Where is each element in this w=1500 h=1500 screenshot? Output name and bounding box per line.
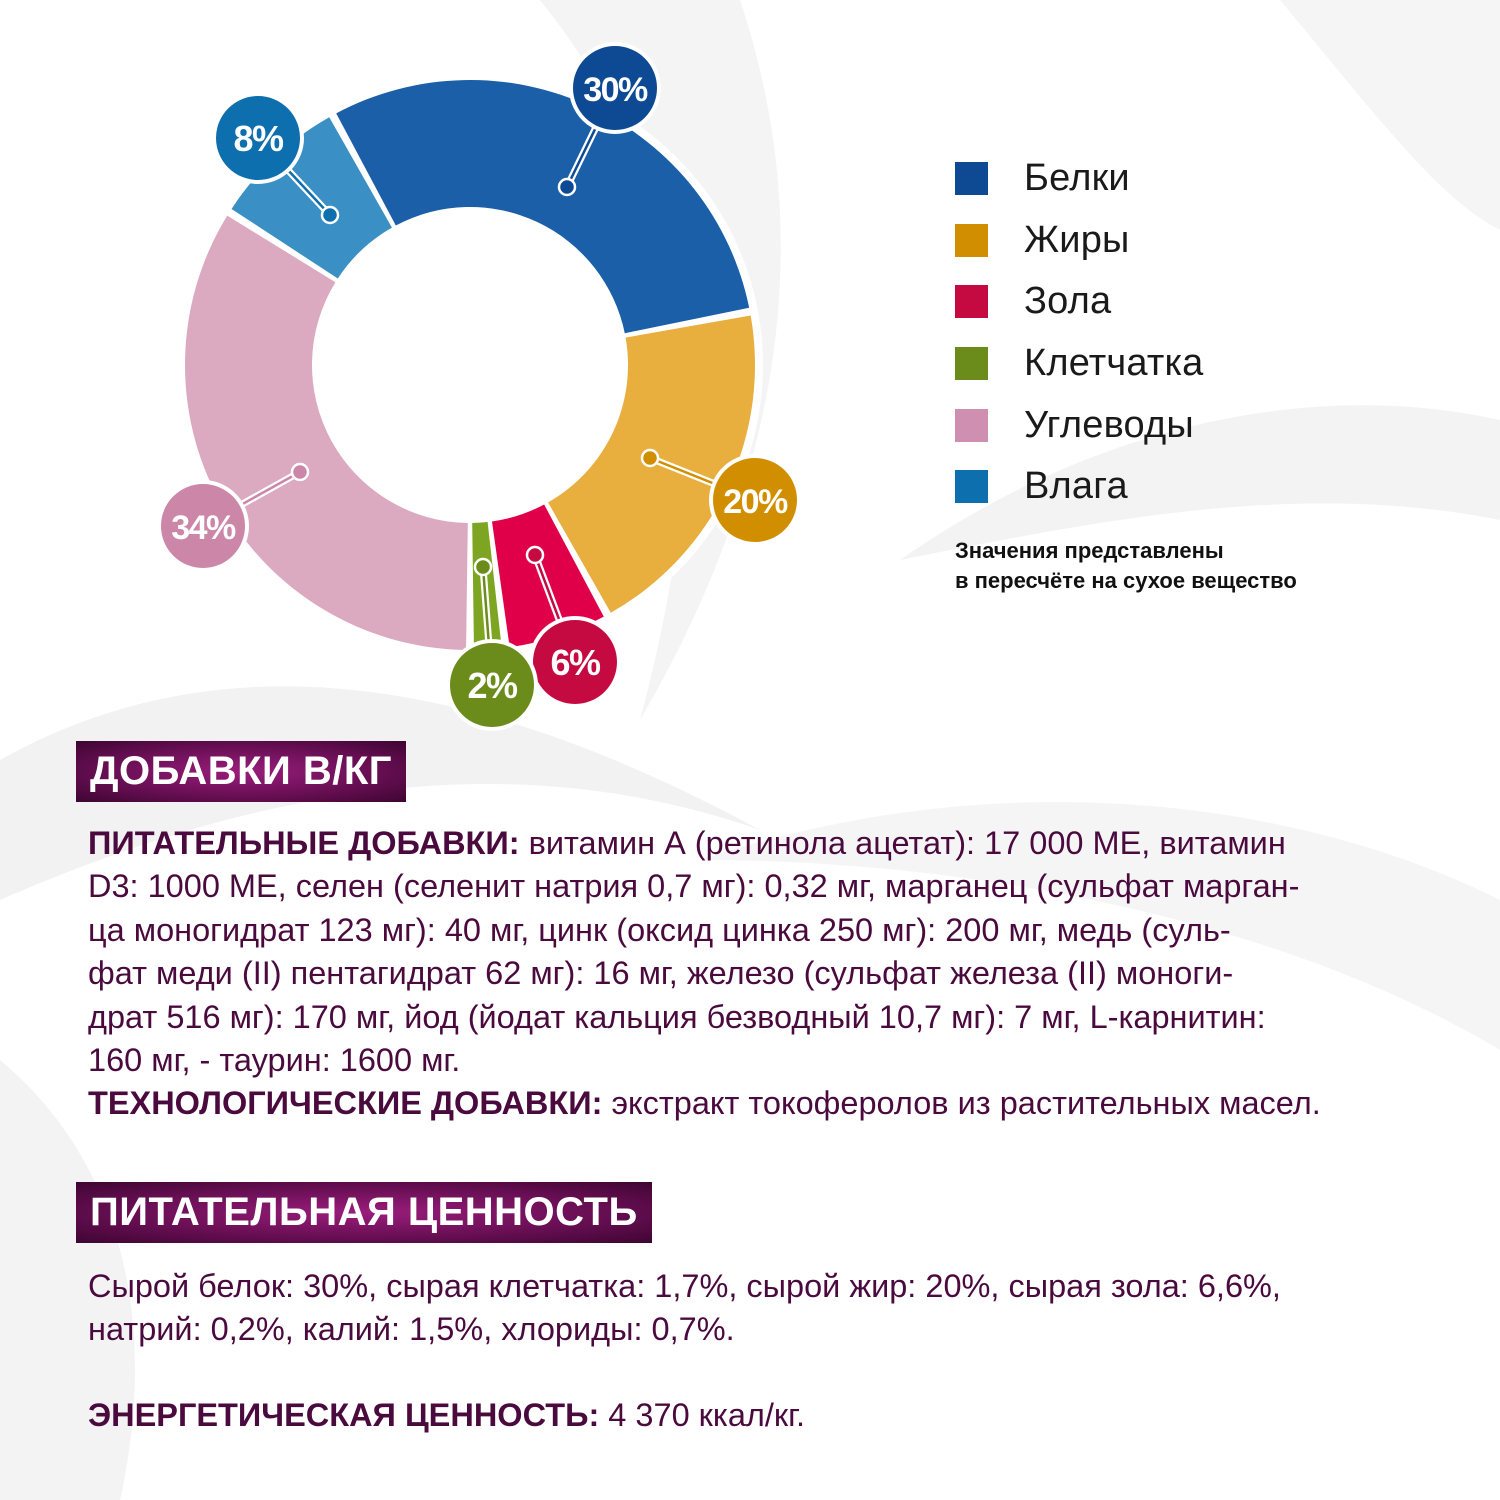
percent-badge-Влага: 8% <box>212 92 340 225</box>
energy-amount: 4 370 ккал/кг. <box>599 1397 806 1433</box>
donut-svg: 30% 20% 6% 2% 34% 8% <box>157 42 801 731</box>
legend-item-fiber: Клетчатка <box>955 333 1297 395</box>
legend-swatch <box>955 223 988 257</box>
legend-label: Влага <box>1024 465 1128 508</box>
additives-text: ПИТАТЕЛЬНЫЕ ДОБАВКИ: витамин А (ретинола… <box>88 822 1458 1126</box>
percent-badge-Зола: 6% <box>525 545 621 708</box>
nutritional-additives-label: ПИТАТЕЛЬНЫЕ ДОБАВКИ: <box>88 825 520 861</box>
legend-swatch <box>955 347 988 381</box>
legend-item-carbs: Углеводы <box>955 394 1297 456</box>
text-line: D3: 1000 МЕ, селен (селенит натрия 0,7 м… <box>88 868 1300 905</box>
legend-swatch <box>955 408 988 442</box>
note-line: Значения представлены <box>955 537 1224 563</box>
donut-segment-4 <box>184 215 468 650</box>
text-line: драт 516 мг): 170 мг, йод (йодат кальция… <box>88 998 1266 1035</box>
text-line: ЭНЕРГЕТИЧЕСКАЯ ЦЕННОСТЬ: 4 370 ккал/кг. <box>88 1394 1458 1437</box>
svg-text:34%: 34% <box>171 509 236 547</box>
legend-item-ash: Зола <box>955 271 1297 333</box>
nutrition-text: Сырой белок: 30%, сырая клетчатка: 1,7%,… <box>88 1265 1458 1352</box>
donut-segment-0 <box>336 80 750 334</box>
percent-badge-Клетчатка: 2% <box>446 557 538 731</box>
svg-text:8%: 8% <box>233 118 284 159</box>
chart-legend: Белки Жиры Зола Клетчатка Углеводы Влага… <box>955 148 1297 596</box>
percent-badge-Углеводы: 34% <box>157 462 310 572</box>
text-line: натрий: 0,2%, калий: 1,5%, хлориды: 0,7%… <box>88 1311 735 1348</box>
legend-swatch <box>955 285 988 319</box>
percent-badge-Белки: 30% <box>557 42 661 197</box>
percent-badge-Жиры: 20% <box>640 448 801 546</box>
legend-swatch <box>955 162 988 196</box>
svg-text:30%: 30% <box>583 71 648 109</box>
legend-item-fat: Жиры <box>955 210 1297 272</box>
nutrient-donut-chart: 30% 20% 6% 2% 34% 8% <box>150 40 830 740</box>
text-segment: экстракт токоферолов из растительных мас… <box>602 1085 1321 1122</box>
additives-heading: ДОБАВКИ В/КГ <box>76 741 406 802</box>
svg-text:6%: 6% <box>550 642 601 683</box>
text-line: Сырой белок: 30%, сырая клетчатка: 1,7%,… <box>88 1268 1281 1304</box>
energy-value: ЭНЕРГЕТИЧЕСКАЯ ЦЕННОСТЬ: 4 370 ккал/кг. <box>88 1394 1458 1437</box>
text-line: ТЕХНОЛОГИЧЕСКИЕ ДОБАВКИ: экстракт токофе… <box>88 1082 1458 1125</box>
svg-text:20%: 20% <box>723 483 788 521</box>
energy-label: ЭНЕРГЕТИЧЕСКАЯ ЦЕННОСТЬ: <box>88 1397 600 1433</box>
technological-additives-label: ТЕХНОЛОГИЧЕСКИЕ ДОБАВКИ: <box>88 1085 603 1122</box>
legend-item-moisture: Влага <box>955 456 1297 518</box>
legend-label: Белки <box>1024 157 1130 200</box>
dry-matter-note: Значения представлены в пересчёте на сух… <box>955 536 1297 596</box>
text-segment: витамин А (ретинола ацетат): 17 000 МЕ, … <box>519 825 1286 861</box>
donut-segment-2 <box>491 504 604 648</box>
legend-item-protein: Белки <box>955 148 1297 210</box>
legend-label: Клетчатка <box>1024 342 1204 385</box>
legend-swatch <box>955 470 988 504</box>
text-line: ПИТАТЕЛЬНЫЕ ДОБАВКИ: витамин А (ретинола… <box>88 822 1458 865</box>
legend-label: Жиры <box>1024 218 1130 261</box>
nutrition-heading: ПИТАТЕЛЬНАЯ ЦЕННОСТЬ <box>76 1182 652 1243</box>
text-line: ца моногидрат 123 мг): 40 мг, цинк (окси… <box>88 911 1231 948</box>
note-line: в пересчёте на сухое вещество <box>955 567 1297 593</box>
text-line: 160 мг, - таурин: 1600 мг. <box>88 1042 461 1079</box>
text-line: фат меди (II) пентагидрат 62 мг): 16 мг,… <box>88 955 1234 992</box>
legend-label: Углеводы <box>1024 403 1194 446</box>
legend-label: Зола <box>1024 280 1112 323</box>
svg-text:2%: 2% <box>467 665 518 706</box>
